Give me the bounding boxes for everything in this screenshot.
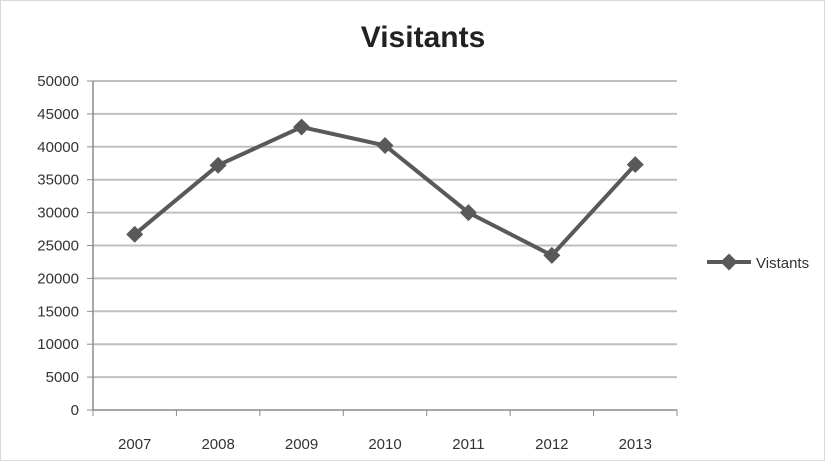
x-tick-label: 2012 [535,436,568,453]
data-point-marker [459,204,477,222]
y-tick-label: 40000 [37,139,79,156]
data-point-marker [126,225,144,243]
x-axis-ticks: 2007 2008 2009 2010 2011 2012 2013 [92,410,678,453]
y-tick-label: 0 [71,402,79,419]
data-point-marker [543,246,561,264]
y-tick-label: 45000 [37,106,79,123]
x-tick-label: 2009 [285,436,318,453]
legend-label: Vistants [756,255,809,272]
y-tick-label: 50000 [37,73,79,90]
series-group [126,118,644,264]
y-tick-label: 20000 [37,270,79,287]
y-tick-label: 15000 [37,303,79,320]
data-point-marker [209,156,227,174]
data-point-marker [626,156,644,174]
x-tick-label: 2008 [201,436,234,453]
y-axis-ticks: 0 5000 10000 15000 20000 25000 30000 35000 40000… [37,73,93,419]
legend-marker-swatch [720,253,738,271]
x-tick-label: 2013 [619,436,652,453]
y-tick-label: 30000 [37,205,79,222]
chart-title: Visitants [361,21,486,54]
y-tick-label: 10000 [37,336,79,353]
x-tick-label: 2011 [452,436,484,453]
x-tick-label: 2007 [118,436,151,453]
y-tick-label: 25000 [37,238,79,255]
data-point-marker [376,136,394,154]
x-tick-label: 2010 [368,436,401,453]
data-point-marker [293,118,311,136]
gridlines [93,80,677,379]
legend: Vistants [707,253,809,272]
y-tick-label: 5000 [46,369,79,386]
y-tick-label: 35000 [37,172,79,189]
